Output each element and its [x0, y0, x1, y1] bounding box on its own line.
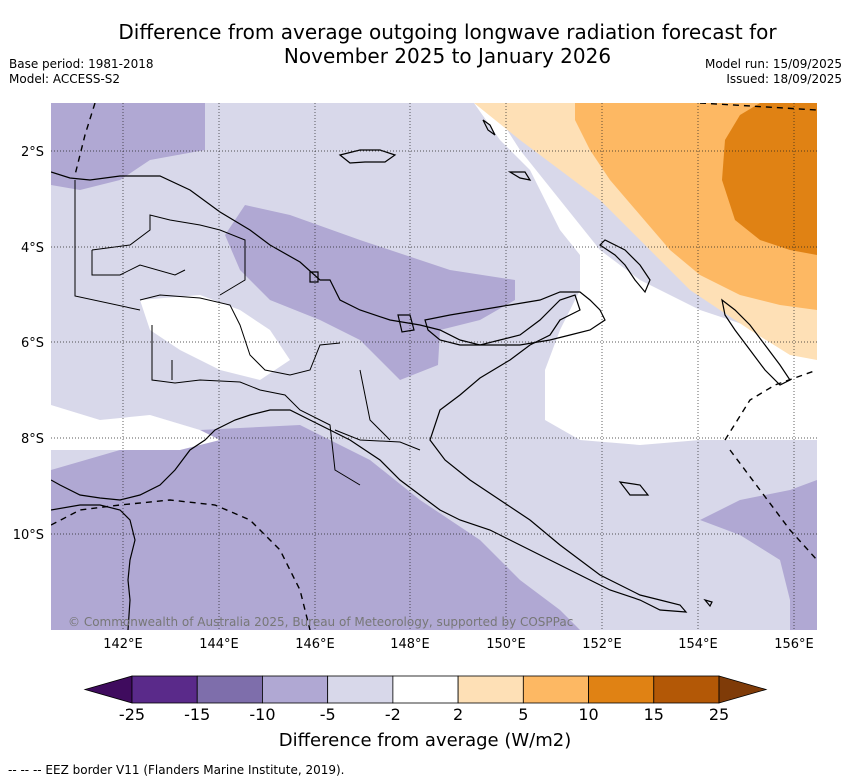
colorbar-box — [196, 675, 263, 704]
colorbar-tick-label: 15 — [644, 705, 664, 724]
issued-date: Issued: 18/09/2025 — [726, 72, 842, 86]
colorbar-tick-label: 10 — [578, 705, 598, 724]
latitude-labels: 2°S 4°S 6°S 8°S 10°S — [13, 145, 44, 543]
manus-outline — [338, 149, 397, 164]
lat-label-2s: 2°S — [21, 145, 44, 160]
new-ireland-outline — [599, 239, 651, 294]
eez-borders — [51, 103, 817, 630]
base-period: Base period: 1981-2018 — [9, 57, 154, 71]
colorbar-tick-label: 2 — [453, 705, 463, 724]
lon-label-152e: 152°E — [582, 637, 622, 652]
islands-2 — [507, 171, 532, 181]
model-name: Model: ACCESS-S2 — [9, 72, 121, 86]
anomaly-fill-central-north — [225, 205, 515, 380]
colorbar-extend-low — [83, 675, 133, 704]
anomaly-fill-southeast — [700, 480, 817, 630]
cape-york-outline — [51, 504, 136, 630]
anomaly-fill-neutral-inland — [140, 295, 290, 380]
lon-label-144e: 144°E — [199, 637, 239, 652]
lon-label-154e: 154°E — [678, 637, 718, 652]
colorbar-label: Difference from average (W/m2) — [278, 730, 572, 751]
lon-label-156e: 156°E — [774, 637, 814, 652]
colorbar-tick-label: -15 — [184, 705, 210, 724]
province-borders — [74, 180, 421, 486]
colorbar-box — [457, 675, 524, 704]
map-title: Difference from average outgoing longwav… — [60, 20, 835, 68]
islands-5 — [618, 481, 650, 496]
eez-northeast — [699, 103, 817, 111]
eez-east — [724, 369, 817, 441]
colorbar-box — [522, 675, 589, 704]
colorbar-tick-label: -5 — [320, 705, 336, 724]
colorbar-tick-label: 5 — [518, 705, 528, 724]
copyright-notice: © Commonwealth of Australia 2025, Bureau… — [68, 615, 573, 629]
model-run: Model run: 15/09/2025 — [704, 57, 842, 71]
lon-label-146e: 146°E — [295, 637, 335, 652]
colorbar-box — [588, 675, 655, 704]
colorbar-box — [392, 675, 459, 704]
islands-1 — [482, 119, 496, 136]
lat-label-6s: 6°S — [21, 336, 44, 351]
map-panel: © Commonwealth of Australia 2025, Bureau… — [51, 103, 817, 630]
anomaly-fill-neutral-west — [51, 405, 220, 450]
lon-label-148e: 148°E — [390, 637, 430, 652]
bougainville-outline — [721, 298, 791, 386]
colorbar-tick-label: -25 — [119, 705, 145, 724]
colorbar-box — [327, 675, 394, 704]
meta-right: Model run: 15/09/2025 Issued: 18/09/2025 — [705, 57, 842, 87]
gridlines — [51, 103, 817, 630]
eez-northwest — [74, 103, 96, 176]
colorbar-box — [262, 675, 329, 704]
colorbar-tick-label: 25 — [709, 705, 729, 724]
lat-label-10s: 10°S — [13, 528, 44, 543]
anomaly-fill-neutral-east — [474, 103, 817, 445]
eez-southeast — [729, 449, 817, 561]
lat-label-4s: 4°S — [21, 241, 44, 256]
islands-3 — [397, 314, 415, 333]
lon-label-142e: 142°E — [103, 637, 143, 652]
lon-label-150e: 150°E — [486, 637, 526, 652]
anomaly-fill-south — [51, 425, 580, 630]
anomaly-fill-dark-orange — [722, 103, 817, 255]
islands-6 — [703, 598, 713, 608]
colorbar-box — [131, 675, 198, 704]
coastlines — [51, 119, 791, 630]
title-line-1: Difference from average outgoing longwav… — [118, 20, 777, 44]
new-guinea-mainland-outline — [51, 171, 688, 613]
eez-southwest — [51, 499, 311, 630]
colorbar-tick-label: -2 — [385, 705, 401, 724]
meta-left: Base period: 1981-2018 Model: ACCESS-S2 — [9, 57, 154, 87]
longitude-labels: 142°E 144°E 146°E 148°E 150°E 152°E 154°… — [103, 637, 814, 652]
colorbar: -25 -15 -10 -5 -2 2 5 10 15 25 — [83, 675, 768, 724]
anomaly-fill-northwest — [51, 103, 205, 190]
eez-footnote: -- -- -- EEZ border V11 (Flanders Marine… — [8, 763, 345, 777]
title-line-2: November 2025 to January 2026 — [283, 44, 612, 68]
colorbar-box — [653, 675, 720, 704]
lat-label-8s: 8°S — [21, 432, 44, 447]
new-britain-outline — [424, 291, 606, 346]
colorbar-extend-high — [718, 675, 768, 704]
colorbar-tick-label: -10 — [249, 705, 275, 724]
